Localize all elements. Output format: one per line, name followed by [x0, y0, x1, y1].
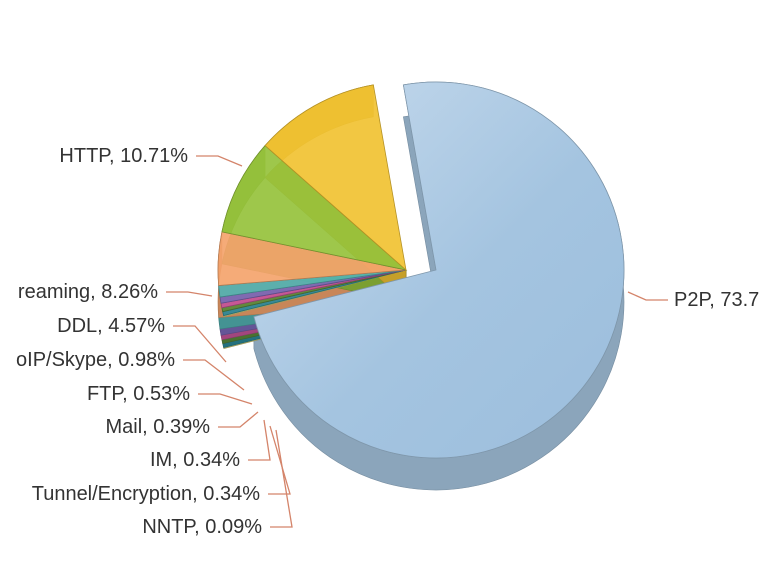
label-im: IM, 0.34%	[150, 449, 240, 471]
label-ftp: FTP, 0.53%	[87, 383, 190, 405]
leader-line-voip-skype	[183, 359, 245, 391]
leader-line-nntp	[270, 429, 293, 528]
slice-p2p[interactable]	[253, 81, 625, 459]
label-p2p: P2P, 73.7	[674, 289, 759, 311]
slice-http[interactable]	[264, 84, 407, 272]
leader-line-streaming	[166, 291, 213, 297]
label-streaming: reaming, 8.26%	[18, 281, 158, 303]
label-voip-skype: oIP/Skype, 0.98%	[16, 349, 175, 371]
label-leader-lines	[166, 155, 668, 528]
slice-streaming[interactable]	[221, 145, 408, 271]
leader-line-http	[196, 155, 243, 167]
label-tunnel-encryption: Tunnel/Encryption, 0.34%	[32, 483, 260, 505]
label-nntp: NNTP, 0.09%	[142, 516, 262, 538]
leader-line-im	[248, 419, 271, 461]
label-ddl: DDL, 4.57%	[57, 315, 165, 337]
label-http: HTTP, 10.71%	[59, 145, 188, 167]
leader-line-tunnel-encryption	[268, 425, 291, 495]
leader-line-ftp	[198, 393, 253, 405]
label-mail: Mail, 0.39%	[106, 416, 211, 438]
leader-line-ddl	[173, 325, 227, 363]
slice-labels: P2P, 73.7 NNTP, 0.09% Tunnel/Encryption, 0…	[16, 145, 759, 538]
leader-line-p2p	[627, 291, 668, 301]
pie-top-layer	[217, 81, 625, 459]
leader-line-mail	[218, 411, 259, 428]
